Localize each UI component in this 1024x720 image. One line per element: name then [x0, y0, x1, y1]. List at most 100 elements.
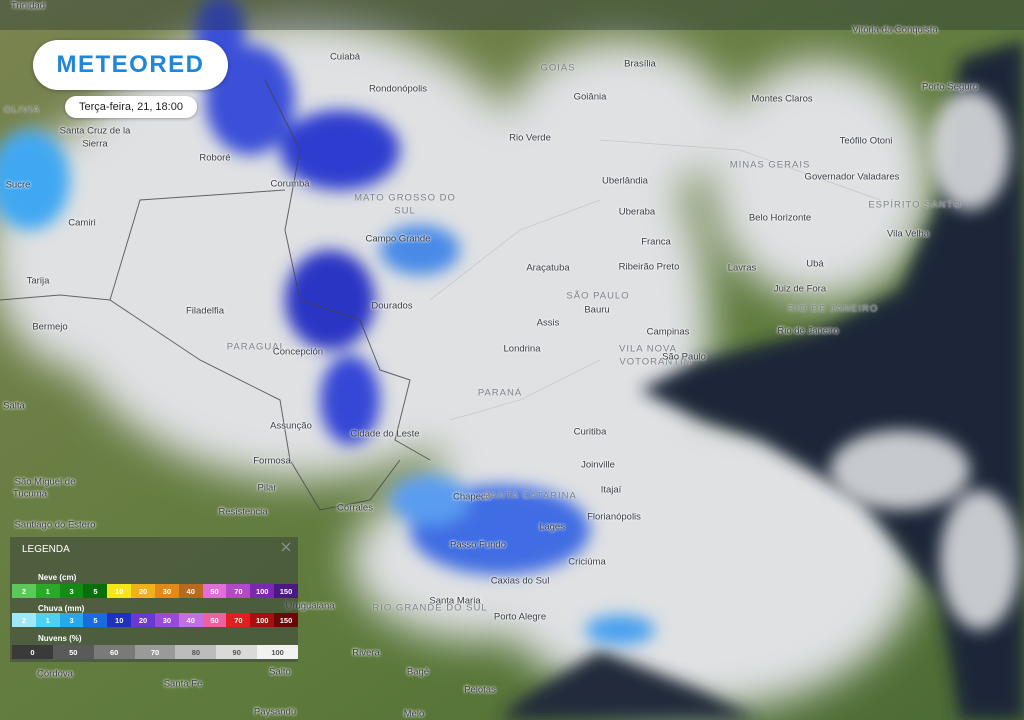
legend-step: 100	[250, 584, 275, 598]
city-label: Corumbá	[270, 178, 310, 190]
city-label: Salto	[269, 666, 291, 678]
region-label: PARANÁ	[477, 387, 523, 399]
city-label: Chapecó	[452, 491, 492, 503]
legend-step: 30	[154, 584, 179, 598]
legend-scale-name: Neve (cm)	[38, 573, 77, 582]
city-label: Bermejo	[32, 321, 68, 333]
legend-step: 3	[59, 584, 84, 598]
region-label: VOTORANTIM	[619, 356, 693, 368]
legend-step: 1	[35, 613, 60, 627]
legend-step: 5	[83, 613, 108, 627]
city-label: Bauru	[584, 304, 610, 316]
city-label: Assis	[536, 317, 560, 329]
legend-step: 2	[12, 613, 36, 627]
city-label: Sucre	[5, 179, 31, 191]
city-label: Criciúma	[568, 556, 606, 568]
city-label: Santa Maria	[429, 595, 481, 607]
city-label: Pilar	[257, 482, 277, 494]
city-label: Ribeirão Preto	[618, 261, 680, 273]
legend-step: 40	[178, 613, 203, 627]
legend-scale-name: Chuva (mm)	[38, 604, 85, 613]
city-label: São Miguel de	[14, 476, 76, 488]
city-label: Dourados	[371, 300, 413, 312]
city-label: Montes Claros	[751, 93, 813, 105]
city-label: Vitória da Conquista	[852, 24, 938, 36]
city-label: Camiri	[68, 217, 96, 229]
region-label: VILA NOVA	[619, 343, 677, 355]
region-label: MINAS GERAIS	[729, 159, 811, 171]
city-label: Filadelfia	[185, 305, 225, 317]
legend-step: 20	[131, 584, 155, 598]
city-label: Tucumá	[13, 488, 47, 500]
city-label: Goiânia	[573, 91, 607, 103]
city-label: Trinidad	[11, 0, 45, 12]
legend-step: 3	[59, 613, 84, 627]
city-label: Governador Valadares	[804, 171, 900, 183]
city-label: Teófilo Otoni	[839, 135, 893, 147]
region-label: PARAGUAI	[226, 341, 284, 353]
brand-logo[interactable]: METEORED	[33, 40, 228, 90]
city-label: Juiz de Fora	[773, 283, 827, 295]
city-label: Rivera	[352, 647, 380, 659]
city-label: Rondonópolis	[368, 83, 428, 95]
legend: LEGENDA Neve (cm) 2 1 3 5 10 20 30 40 50 70 100 150 C…	[10, 537, 299, 662]
legend-step: 70	[226, 613, 251, 627]
region-label: RIO DE JANEIRO	[787, 303, 879, 315]
city-label: Londrina	[503, 343, 541, 355]
region-label: RIO GRANDE DO SUL	[372, 602, 488, 614]
city-label: Uruguaiana	[285, 600, 335, 612]
city-label: São Paulo	[662, 351, 706, 363]
city-label: Uberaba	[618, 206, 656, 218]
city-label: Curitiba	[573, 426, 607, 438]
city-label: Cidade do Leste	[350, 428, 420, 440]
city-label: Córdova	[37, 668, 73, 680]
city-label: Cuiabá	[329, 51, 361, 63]
legend-step: 20	[131, 613, 155, 627]
city-label: Franca	[641, 236, 671, 248]
city-label: Araçatuba	[526, 262, 570, 274]
legend-step: 100	[250, 613, 275, 627]
legend-step: 30	[154, 613, 179, 627]
city-label: Santa Fe	[163, 678, 203, 690]
legend-step: 70	[226, 584, 251, 598]
city-label: Melo	[403, 708, 425, 720]
city-label: Itajaí	[600, 484, 622, 496]
city-label: Formosa	[253, 455, 291, 467]
timestamp: Terça-feira, 21, 18:00	[65, 96, 197, 118]
city-label: Campinas	[646, 326, 690, 338]
region-label: GOIÁS	[540, 62, 576, 74]
city-label: Porto Seguro	[922, 81, 978, 93]
legend-step: 50	[52, 645, 94, 659]
city-label: Tarija	[26, 275, 50, 287]
city-label: Brasília	[624, 58, 656, 70]
region-label: ESPÍRITO SANTO	[868, 199, 962, 211]
legend-step: 0	[12, 645, 53, 659]
legend-scale: 0 50 60 70 80 90 100	[12, 645, 299, 659]
city-label: Uberlândia	[602, 175, 648, 187]
city-label: Passo Fundo	[450, 539, 506, 551]
city-label: Pelotas	[464, 684, 496, 696]
city-label: Caxias do Sul	[490, 575, 550, 587]
legend-step: 2	[12, 584, 36, 598]
legend-step: 70	[134, 645, 176, 659]
region-label: OLIVIA	[3, 104, 41, 116]
city-label: Lages	[539, 521, 565, 533]
legend-step: 40	[178, 584, 203, 598]
city-label: Salta	[3, 400, 25, 412]
city-label: Paysandú	[253, 706, 297, 718]
legend-step: 60	[93, 645, 135, 659]
region-label: SÃO PAULO	[566, 290, 630, 302]
legend-scale-name: Nuvens (%)	[38, 634, 82, 643]
city-label: Vila Velha	[886, 228, 930, 240]
city-label: Rio de Janeiro	[777, 325, 839, 337]
legend-step: 100	[257, 645, 299, 659]
legend-step: 90	[216, 645, 258, 659]
region-label: MATO GROSSO DO	[354, 192, 456, 204]
city-label: Assunção	[270, 420, 312, 432]
city-label: Lavras	[727, 262, 757, 274]
city-label: Sierra	[82, 138, 108, 150]
city-label: Porto Alegre	[493, 611, 547, 623]
legend-scale: 2 1 3 5 10 20 30 40 50 70 100 150	[12, 584, 298, 598]
